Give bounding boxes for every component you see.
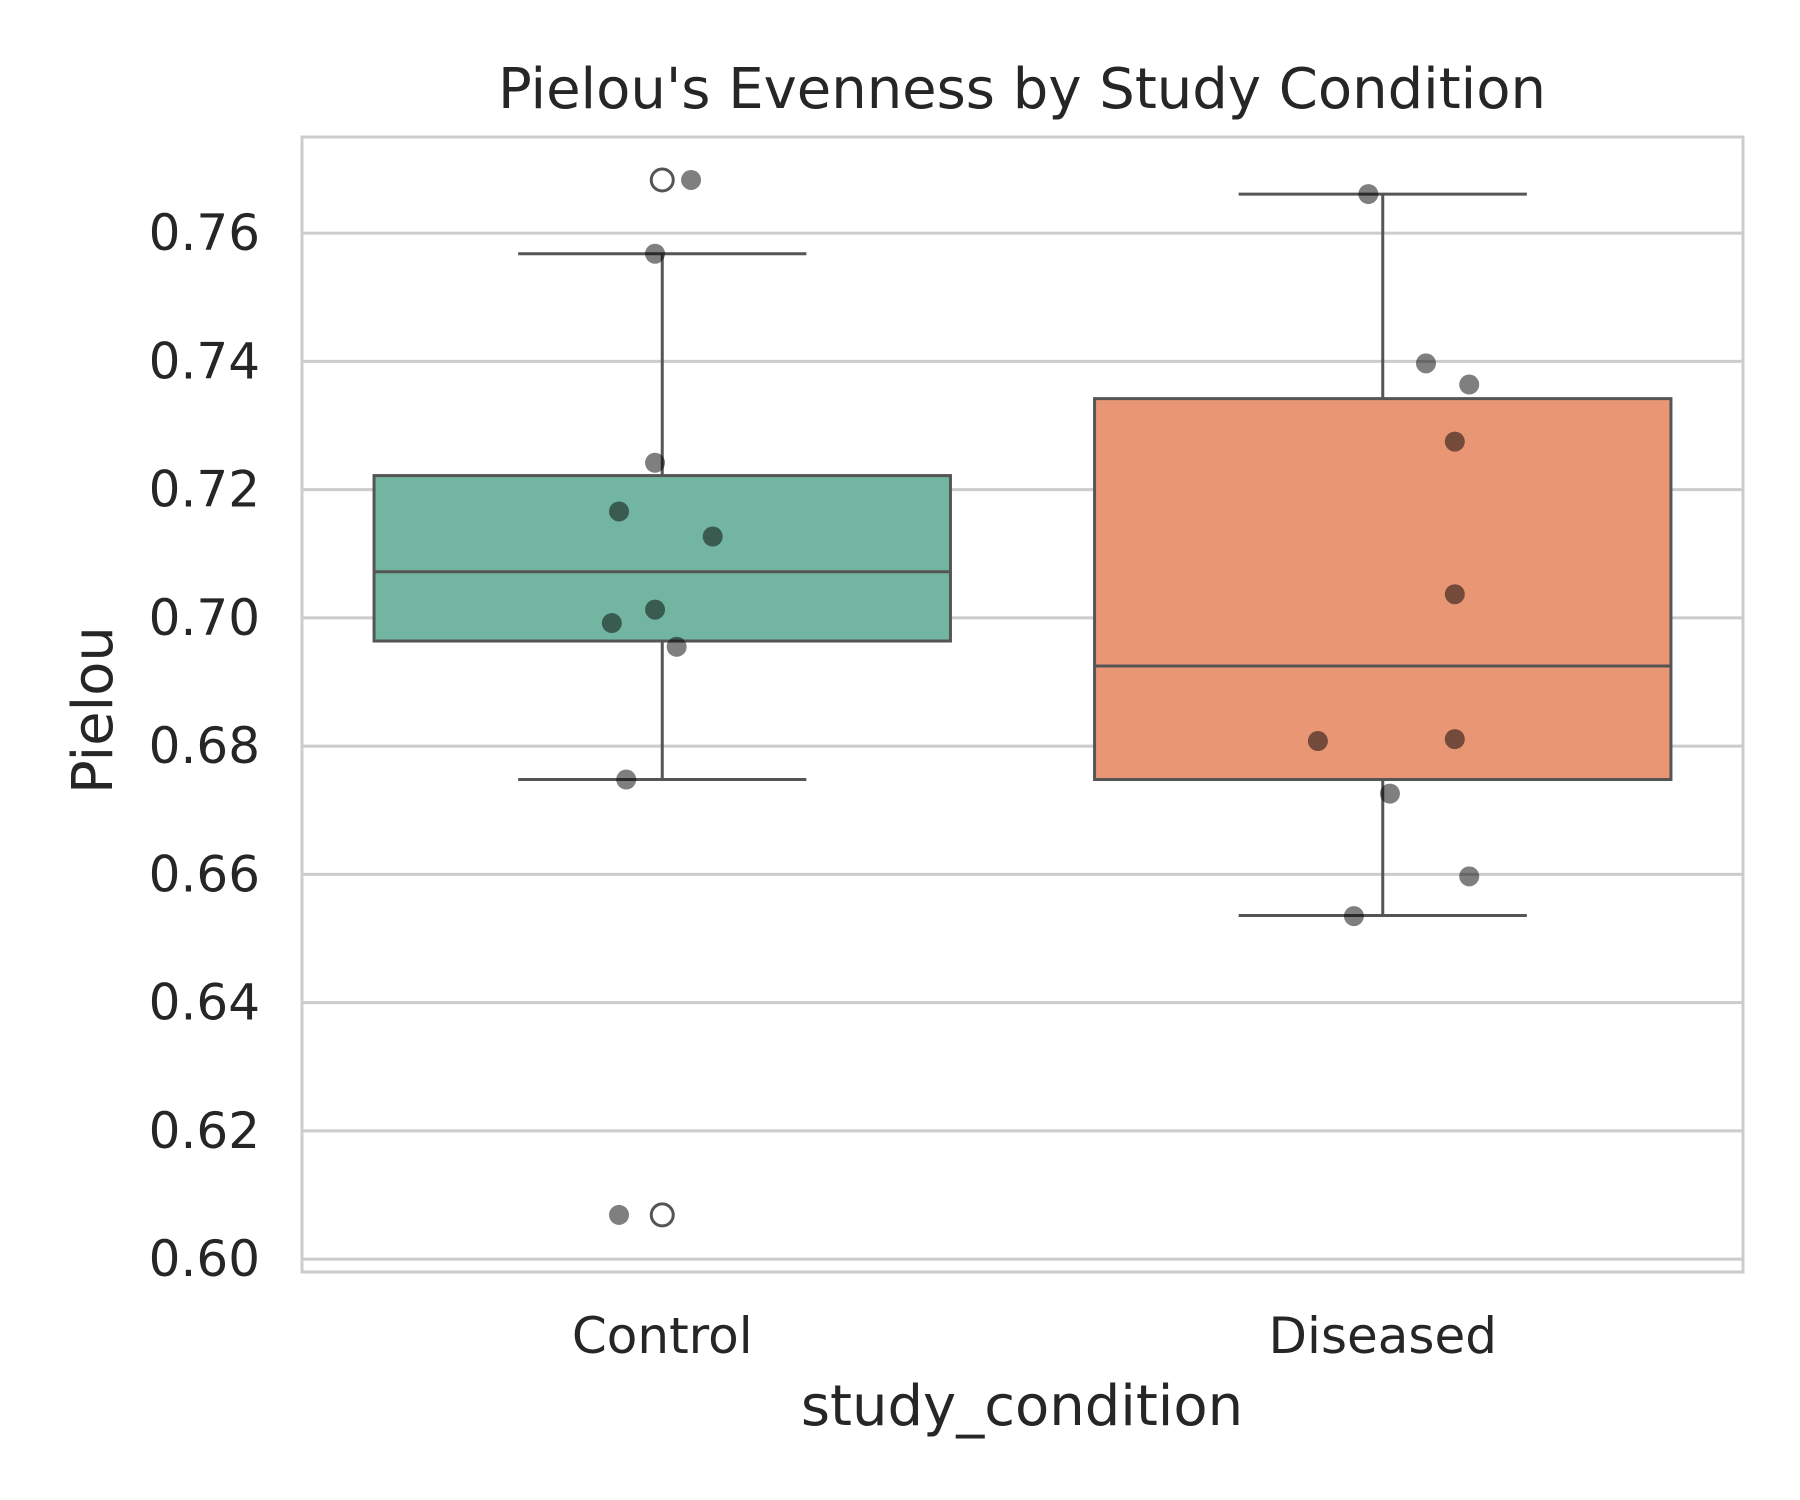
y-tick-label: 0.66 bbox=[149, 845, 260, 903]
data-point bbox=[645, 453, 665, 473]
y-tick-label: 0.62 bbox=[149, 1102, 260, 1160]
data-point bbox=[602, 613, 622, 633]
data-point bbox=[1344, 906, 1364, 926]
iqr-box bbox=[1095, 399, 1671, 780]
data-point bbox=[1380, 784, 1400, 804]
data-point bbox=[1459, 375, 1479, 395]
data-point bbox=[1445, 432, 1465, 452]
data-point bbox=[645, 244, 665, 264]
x-tick-label: Diseased bbox=[1269, 1307, 1497, 1365]
data-point bbox=[681, 170, 701, 190]
y-tick-label: 0.70 bbox=[149, 589, 260, 647]
x-tick-label: Control bbox=[572, 1307, 753, 1365]
x-axis-label: study_condition bbox=[801, 1374, 1243, 1439]
y-tick-label: 0.60 bbox=[149, 1230, 260, 1288]
data-point bbox=[1445, 729, 1465, 749]
y-tick-label: 0.64 bbox=[149, 974, 260, 1032]
data-point bbox=[703, 526, 723, 546]
chart-title: Pielou's Evenness by Study Condition bbox=[498, 57, 1546, 122]
data-point bbox=[1416, 353, 1436, 373]
data-point bbox=[1459, 866, 1479, 886]
data-point bbox=[1358, 184, 1378, 204]
data-point bbox=[609, 501, 629, 521]
y-tick-labels: 0.60 0.62 0.64 0.66 0.68 0.70 0.72 0.74 0.76 bbox=[149, 204, 260, 1288]
data-point bbox=[1445, 584, 1465, 604]
data-point bbox=[616, 770, 636, 790]
y-tick-label: 0.68 bbox=[149, 717, 260, 775]
y-tick-label: 0.72 bbox=[149, 461, 260, 519]
data-point bbox=[609, 1205, 629, 1225]
data-point bbox=[645, 600, 665, 620]
data-point bbox=[1308, 731, 1328, 751]
y-axis-label: Pielou bbox=[61, 626, 126, 794]
y-tick-label: 0.74 bbox=[149, 332, 260, 390]
data-point bbox=[667, 637, 687, 657]
y-tick-label: 0.76 bbox=[149, 204, 260, 262]
